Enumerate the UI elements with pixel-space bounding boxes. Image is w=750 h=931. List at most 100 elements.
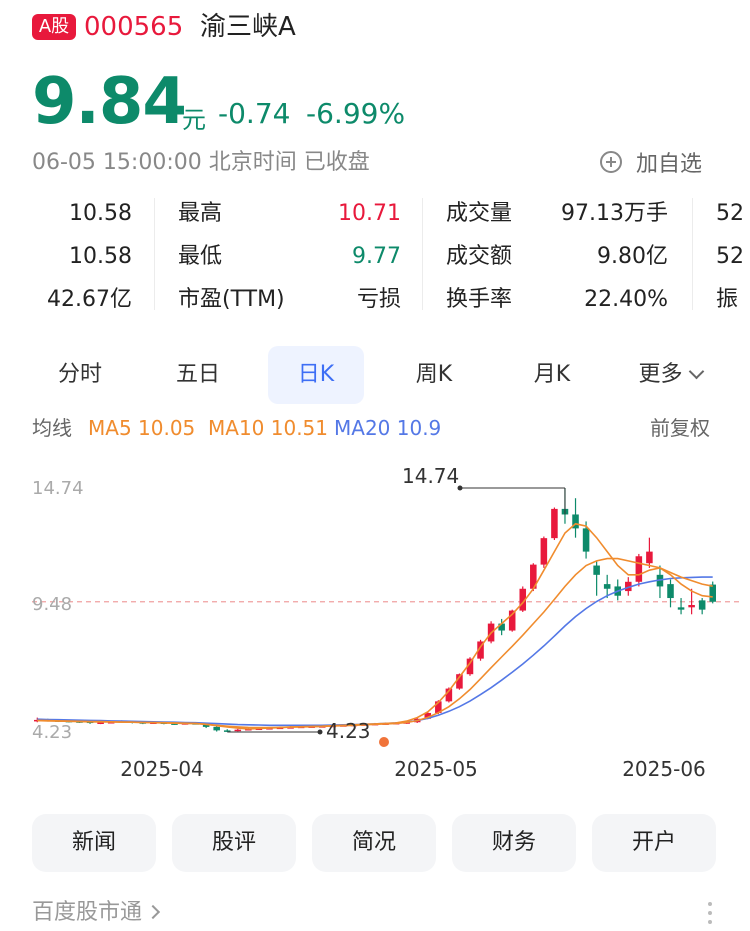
divider: [692, 198, 693, 310]
stat-prev-close: 10.58: [69, 244, 132, 269]
candle-body: [572, 514, 579, 529]
ma10-value: MA10 10.51: [208, 416, 328, 440]
quote-time: 06-05 15:00:00 北京时间 已收盘: [32, 150, 370, 175]
candle-body: [171, 723, 178, 725]
event-marker: [379, 737, 389, 747]
candle-body: [698, 600, 706, 610]
tab-five-day[interactable]: 五日: [175, 362, 220, 387]
stat-cut-2: 52: [716, 244, 744, 269]
max-price-dot: [457, 485, 463, 491]
price-unit: 元: [182, 106, 206, 134]
candle-body: [646, 551, 653, 564]
candle-body: [519, 588, 527, 611]
candle-body: [34, 719, 41, 722]
stock-code: 000565: [84, 12, 184, 42]
stock-name: 渝三峡A: [200, 12, 296, 42]
tab-daily-k[interactable]: 日K: [268, 346, 364, 404]
profile-button[interactable]: 简况: [312, 814, 436, 872]
candle-body: [688, 605, 695, 608]
stat-open: 10.58: [69, 201, 132, 226]
market-badge: A股: [32, 14, 76, 40]
tab-more[interactable]: 更多: [620, 346, 720, 404]
max-price-label: 14.74: [402, 464, 459, 488]
candle-body: [202, 723, 210, 727]
y-tick-label: 9.48: [32, 594, 72, 615]
chevron-right-icon: [145, 904, 161, 920]
candle-body: [234, 729, 242, 732]
candle-body: [508, 610, 516, 631]
news-button[interactable]: 新闻: [32, 814, 156, 872]
stat-label-turnover-rate: 换手率: [446, 287, 513, 312]
min-price-label: 4.23: [326, 719, 371, 743]
candle-body: [582, 528, 590, 552]
open-account-button[interactable]: 开户: [592, 814, 716, 872]
ma20-line: [37, 576, 713, 727]
comments-button[interactable]: 股评: [172, 814, 296, 872]
divider: [422, 198, 423, 310]
stat-label-low: 最低: [178, 244, 223, 269]
candle-body: [635, 556, 643, 582]
x-tick-label: 2025-06: [622, 757, 706, 781]
kline-svg: 14.74 9.48 4.23 2025-04 2025-05 2025-06 …: [32, 464, 740, 781]
candle-body: [625, 581, 632, 592]
stat-cut-3: 振: [716, 287, 739, 312]
stat-label-volume: 成交量: [446, 201, 513, 226]
ma5-value: MA5 10.05: [88, 416, 196, 440]
period-tabs: 分时 五日 日K 周K 月K 更多: [0, 346, 750, 404]
candle-body: [593, 565, 600, 575]
stat-high: 10.71: [338, 201, 401, 226]
stat-label-high: 最高: [178, 201, 223, 226]
stat-turnover-rate: 22.40%: [584, 287, 668, 312]
more-options-icon[interactable]: [708, 902, 714, 929]
stat-volume: 97.13万手: [561, 201, 668, 226]
adjust-mode-button[interactable]: 前复权: [650, 416, 710, 440]
stat-label-turnover-amount: 成交额: [446, 244, 513, 269]
x-tick-label: 2025-05: [394, 757, 478, 781]
add-watchlist-label: 加自选: [636, 152, 703, 177]
stat-label-pe: 市盈(TTM): [178, 287, 285, 312]
y-tick-label: 14.74: [32, 478, 84, 499]
candle-body: [477, 641, 484, 659]
candle-body: [424, 712, 432, 719]
source-label: 百度股市通: [32, 900, 143, 925]
y-tick-label: 4.23: [32, 722, 72, 743]
kline-chart[interactable]: 14.74 9.48 4.23 2025-04 2025-05 2025-06 …: [0, 450, 750, 790]
plus-circle-icon: [600, 151, 622, 173]
stat-low: 9.77: [352, 244, 401, 269]
ma10-line: [37, 557, 713, 729]
current-price: 9.84: [32, 65, 187, 139]
candle-body: [223, 730, 231, 732]
finance-button[interactable]: 财务: [452, 814, 576, 872]
candle-body: [603, 584, 611, 589]
candle-body: [456, 674, 463, 689]
candle-body: [667, 584, 674, 599]
source-link[interactable]: 百度股市通: [32, 898, 161, 928]
tab-intraday[interactable]: 分时: [57, 362, 102, 387]
ma-label: 均线: [32, 416, 72, 440]
stat-pe: 亏损: [356, 287, 401, 312]
add-watchlist-button[interactable]: 加自选: [600, 146, 702, 178]
candle-body: [97, 722, 104, 724]
candle-body: [213, 726, 220, 731]
price-change: -0.74: [218, 97, 291, 130]
candle-body: [498, 623, 505, 631]
divider: [154, 198, 155, 310]
stat-market-cap: 42.67亿: [47, 287, 132, 312]
tab-monthly-k[interactable]: 月K: [533, 362, 571, 387]
candle-body: [466, 658, 474, 675]
tab-more-label: 更多: [638, 362, 683, 387]
candle-body: [551, 508, 558, 539]
tab-weekly-k[interactable]: 周K: [415, 362, 453, 387]
ma5-line: [37, 522, 713, 730]
stat-cut-1: 52: [716, 201, 744, 226]
stat-turnover-amount: 9.80亿: [597, 244, 668, 269]
candle-body: [540, 538, 548, 565]
x-tick-label: 2025-04: [120, 757, 204, 781]
price-change-pct: -6.99%: [306, 97, 406, 130]
candle-body: [445, 688, 453, 702]
min-price-dot: [317, 729, 323, 735]
candle-body: [435, 701, 442, 713]
candle-body: [530, 564, 537, 589]
chevron-down-icon: [688, 363, 704, 380]
ma20-value: MA20 10.9: [334, 416, 442, 440]
